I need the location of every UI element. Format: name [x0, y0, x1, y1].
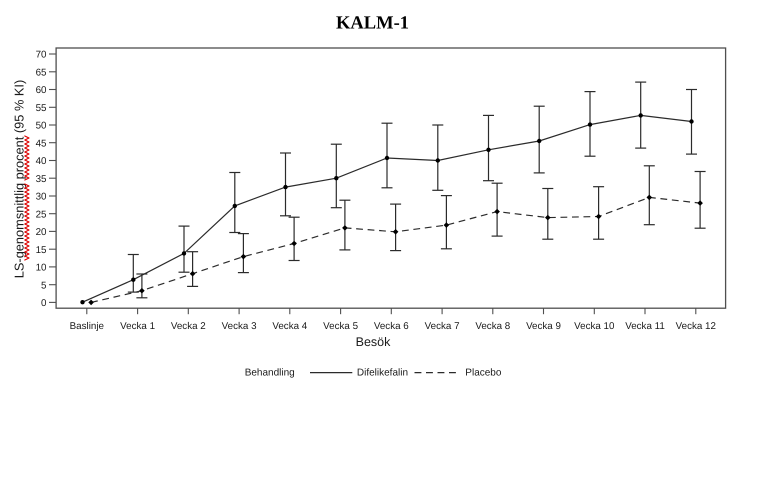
svg-text:20: 20 [36, 227, 47, 238]
svg-text:Vecka 2: Vecka 2 [171, 321, 206, 332]
svg-text:Placebo: Placebo [465, 368, 502, 379]
svg-text:25: 25 [36, 209, 47, 220]
svg-text:Vecka 4: Vecka 4 [272, 321, 307, 332]
svg-text:5: 5 [41, 280, 47, 291]
svg-text:Vecka 7: Vecka 7 [425, 321, 460, 332]
svg-text:Difelikefalin: Difelikefalin [357, 368, 408, 379]
svg-text:LS-genomsnittlig procent (95 %: LS-genomsnittlig procent (95 % KI) [11, 80, 26, 278]
svg-text:50: 50 [36, 121, 47, 132]
svg-text:55: 55 [36, 103, 47, 114]
svg-text:70: 70 [36, 50, 47, 61]
svg-text:KALM-1: KALM-1 [336, 14, 409, 34]
svg-text:Vecka 12: Vecka 12 [676, 321, 716, 332]
svg-text:10: 10 [36, 263, 47, 274]
svg-text:35: 35 [36, 174, 47, 185]
svg-text:Behandling: Behandling [245, 368, 295, 379]
svg-text:45: 45 [36, 138, 47, 149]
svg-text:Baslinje: Baslinje [70, 321, 105, 332]
svg-text:30: 30 [36, 192, 47, 203]
svg-text:Vecka 3: Vecka 3 [222, 321, 257, 332]
svg-text:Vecka 11: Vecka 11 [625, 321, 665, 332]
svg-text:15: 15 [36, 245, 47, 256]
svg-text:Vecka 9: Vecka 9 [526, 321, 561, 332]
svg-text:65: 65 [36, 68, 47, 79]
svg-text:Vecka 1: Vecka 1 [120, 321, 155, 332]
svg-text:Vecka 8: Vecka 8 [475, 321, 510, 332]
svg-text:0: 0 [41, 298, 47, 309]
svg-text:Vecka 5: Vecka 5 [323, 321, 358, 332]
svg-text:Besök: Besök [356, 335, 391, 349]
svg-text:40: 40 [36, 156, 47, 167]
svg-text:Vecka 10: Vecka 10 [574, 321, 615, 332]
svg-text:60: 60 [36, 85, 47, 96]
svg-text:Vecka 6: Vecka 6 [374, 321, 409, 332]
